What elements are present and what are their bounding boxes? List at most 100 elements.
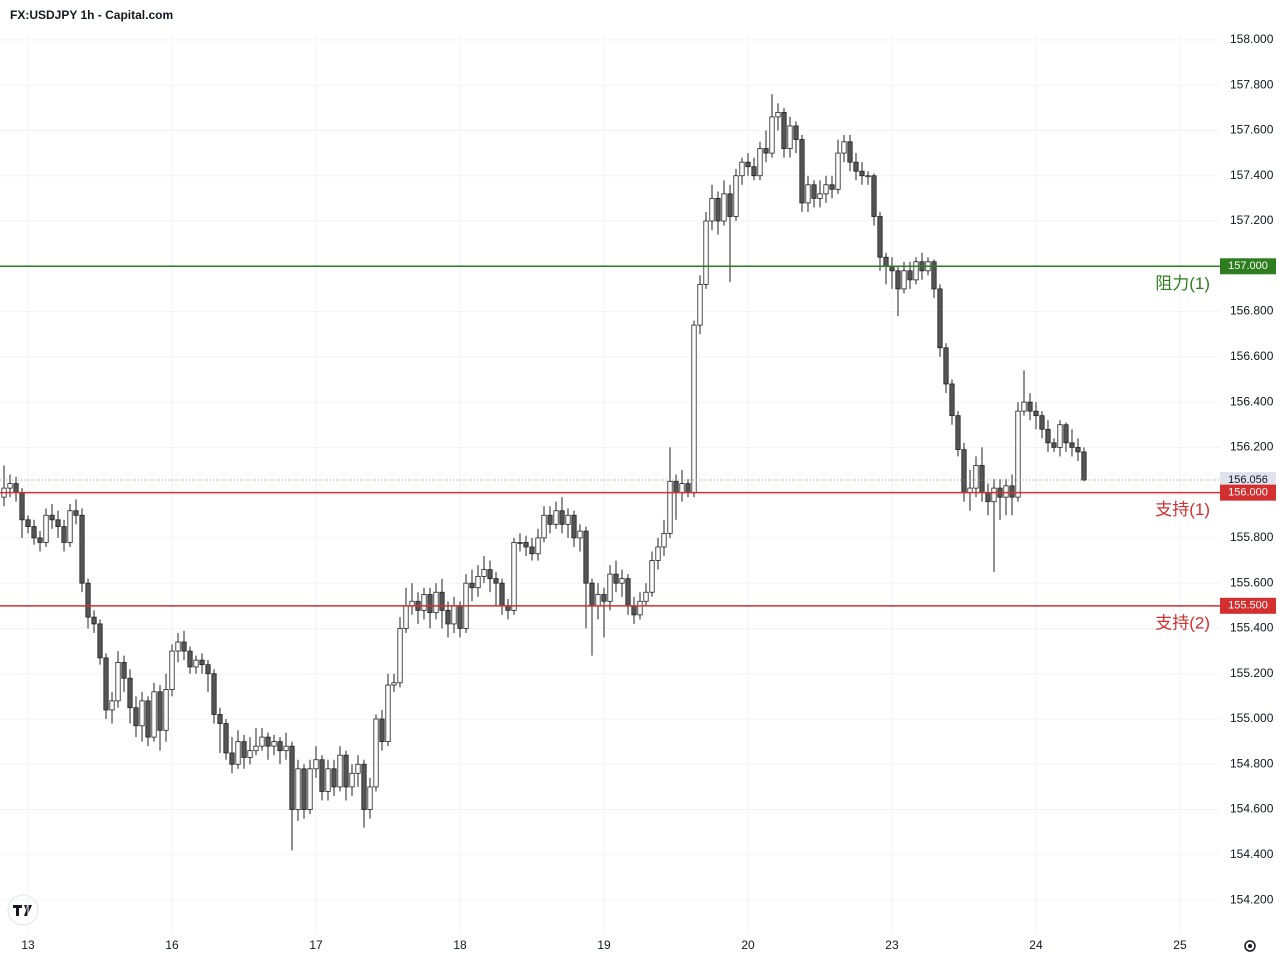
candle-body: [1075, 446, 1081, 453]
candle-body: [883, 256, 889, 267]
candle-body: [835, 152, 841, 190]
settings-icon[interactable]: [1244, 940, 1256, 952]
x-tick-label: 25: [1173, 938, 1187, 952]
candle-body: [517, 542, 523, 544]
y-tick-label: 156.800: [1230, 304, 1274, 318]
candle-body: [643, 591, 649, 602]
candle-body: [313, 759, 319, 770]
candle-body: [109, 700, 115, 711]
candle-body: [979, 465, 985, 494]
candle-body: [877, 216, 883, 258]
candle-body: [703, 220, 709, 285]
candle-body: [901, 270, 907, 290]
candle-body: [421, 594, 427, 611]
y-tick-label: 157.800: [1230, 77, 1274, 91]
candle-body: [949, 383, 955, 417]
candle-body: [817, 193, 823, 199]
candle-body: [379, 718, 385, 743]
candle-body: [157, 691, 163, 731]
candle-body: [259, 736, 265, 747]
candle-body: [829, 184, 835, 190]
x-tick-label: 24: [1029, 938, 1043, 952]
candle-body: [175, 641, 181, 652]
candle-body: [1003, 485, 1009, 498]
candle-body: [1051, 442, 1057, 448]
candle-body: [1015, 410, 1021, 498]
candle-body: [583, 530, 589, 584]
candle-body: [847, 141, 853, 163]
candle-body: [823, 184, 829, 195]
x-tick-label: 20: [741, 938, 755, 952]
candle-body: [667, 480, 673, 534]
candle-body: [679, 483, 685, 494]
candle-body: [1057, 424, 1063, 448]
candle-body: [301, 768, 307, 810]
candle-body: [943, 347, 949, 385]
tv-logo: [7, 894, 39, 926]
candle-body: [193, 659, 199, 668]
candle-body: [673, 480, 679, 494]
candle-body: [1039, 415, 1045, 430]
candle-body: [937, 288, 943, 349]
candle-body: [397, 628, 403, 684]
y-tick-label: 154.400: [1230, 847, 1274, 861]
candle-body: [601, 594, 607, 602]
candle-body: [553, 510, 559, 525]
candle-body: [571, 514, 577, 539]
candle-body: [511, 542, 517, 611]
candle-body: [913, 261, 919, 281]
candle-body: [607, 573, 613, 602]
candle-body: [79, 514, 85, 584]
candle-body: [1045, 428, 1051, 444]
candle-body: [769, 116, 775, 154]
x-tick-label: 13: [21, 938, 35, 952]
candle-body: [481, 569, 487, 577]
candle-body: [625, 578, 631, 607]
candle-body: [739, 161, 745, 177]
level-value-label: 157.000: [1228, 260, 1268, 272]
candle-body: [223, 723, 229, 754]
y-tick-label: 155.600: [1230, 575, 1274, 589]
candle-body: [295, 768, 301, 810]
level-value-label: 156.000: [1228, 487, 1268, 499]
x-tick-label: 19: [597, 938, 611, 952]
candle-body: [649, 560, 655, 593]
candle-body: [13, 483, 19, 494]
y-tick-label: 156.400: [1230, 394, 1274, 408]
candle-body: [43, 514, 49, 543]
candle-body: [955, 415, 961, 451]
candle-body: [961, 449, 967, 494]
candle-body: [85, 582, 91, 618]
candle-body: [403, 605, 409, 629]
candle-body: [337, 754, 343, 788]
y-tick-label: 155.400: [1230, 621, 1274, 635]
candle-body: [487, 569, 493, 580]
candle-body: [895, 270, 901, 290]
candle-body: [133, 707, 139, 727]
candle-body: [271, 741, 277, 747]
candle-body: [637, 600, 643, 616]
candle-body: [1009, 485, 1015, 498]
candle-body: [37, 537, 43, 543]
candle-body: [793, 125, 799, 140]
candle-body: [655, 546, 661, 561]
candle-body: [613, 573, 619, 584]
candle-body: [67, 510, 73, 543]
candle-body: [1069, 442, 1075, 448]
level-name: 支持(1): [1155, 500, 1210, 519]
candle-body: [355, 763, 361, 774]
candle-body: [799, 139, 805, 204]
candle-body: [229, 752, 235, 765]
x-tick-label: 18: [453, 938, 467, 952]
candle-body: [385, 684, 391, 743]
candle-body: [145, 700, 151, 738]
candle-body: [865, 175, 871, 178]
candle-body: [217, 714, 223, 724]
candle-body: [181, 641, 187, 652]
y-tick-label: 154.800: [1230, 756, 1274, 770]
candle-body: [859, 170, 865, 177]
y-tick-label: 155.200: [1230, 666, 1274, 680]
candle-body: [211, 673, 217, 715]
